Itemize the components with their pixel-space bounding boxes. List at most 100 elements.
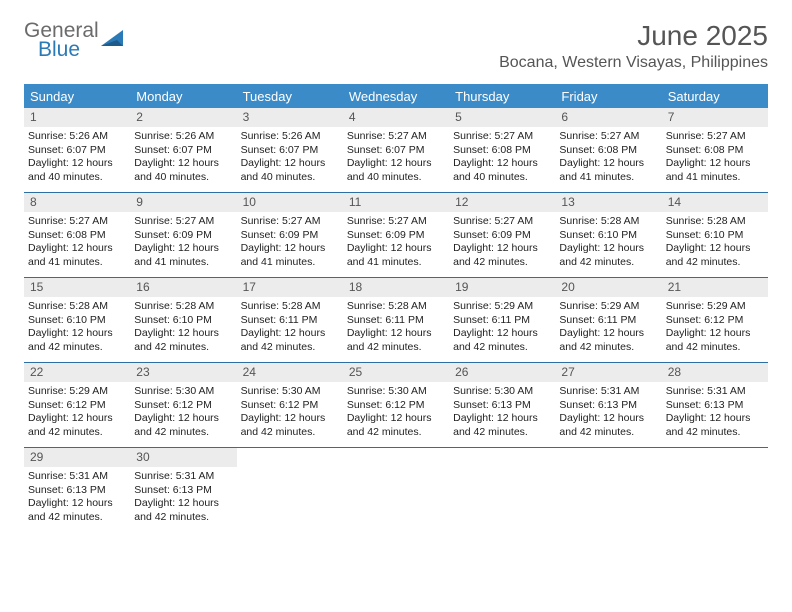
daylight-line: Daylight: 12 hours and 42 minutes.	[666, 327, 764, 354]
sunrise-line: Sunrise: 5:28 AM	[134, 300, 232, 313]
day-details: Sunrise: 5:27 AMSunset: 6:09 PMDaylight:…	[134, 215, 232, 269]
day-details: Sunrise: 5:28 AMSunset: 6:11 PMDaylight:…	[241, 300, 339, 354]
sunrise-line: Sunrise: 5:31 AM	[28, 470, 126, 483]
sunset-line: Sunset: 6:13 PM	[666, 399, 764, 412]
day-number: 7	[662, 108, 768, 127]
day-cell-empty	[662, 448, 768, 532]
calendar-grid: Sunday Monday Tuesday Wednesday Thursday…	[24, 84, 768, 532]
day-cell: 28 Sunrise: 5:31 AMSunset: 6:13 PMDayligh…	[662, 363, 768, 447]
day-cell: 23Sunrise: 5:30 AMSunset: 6:12 PMDayligh…	[130, 363, 236, 447]
day-number: 28	[662, 363, 768, 382]
sunrise-line: Sunrise: 5:28 AM	[347, 300, 445, 313]
day-details: Sunrise: 5:27 AMSunset: 6:08 PMDaylight:…	[28, 215, 126, 269]
day-cell: 2Sunrise: 5:26 AMSunset: 6:07 PMDaylight…	[130, 108, 236, 192]
day-number: 2	[130, 108, 236, 127]
day-details: Sunrise: 5:31 AMSunset: 6:13 PMDaylight:…	[134, 470, 232, 524]
week-row: 15Sunrise: 5:28 AMSunset: 6:10 PMDayligh…	[24, 277, 768, 362]
day-cell: 24 Sunrise: 5:30 AMSunset: 6:12 PMDayligh…	[237, 363, 343, 447]
sunset-line: Sunset: 6:13 PM	[28, 484, 126, 497]
sunset-line: Sunset: 6:12 PM	[241, 399, 339, 412]
sunset-line: Sunset: 6:07 PM	[241, 144, 339, 157]
sunset-line: Sunset: 6:10 PM	[134, 314, 232, 327]
daylight-line: Daylight: 12 hours and 42 minutes.	[559, 327, 657, 354]
day-details: Sunrise: 5:29 AMSunset: 6:12 PMDaylight:…	[28, 385, 126, 439]
daylight-line: Daylight: 12 hours and 42 minutes.	[559, 412, 657, 439]
day-details: Sunrise: 5:27 AMSunset: 6:08 PMDaylight:…	[559, 130, 657, 184]
day-number: 19	[449, 278, 555, 297]
sunset-line: Sunset: 6:12 PM	[666, 314, 764, 327]
day-number: 25	[343, 363, 449, 382]
month-title: June 2025	[499, 20, 768, 52]
week-row: 22Sunrise: 5:29 AMSunset: 6:12 PMDayligh…	[24, 362, 768, 447]
sunset-line: Sunset: 6:10 PM	[28, 314, 126, 327]
day-cell-empty	[237, 448, 343, 532]
logo: General Blue	[24, 20, 127, 60]
day-details: Sunrise: 5:27 AMSunset: 6:09 PMDaylight:…	[241, 215, 339, 269]
day-cell: 29 Sunrise: 5:31 AMSunset: 6:13 PMDayligh…	[24, 448, 130, 532]
daylight-line: Daylight: 12 hours and 42 minutes.	[453, 242, 551, 269]
day-header-mon: Monday	[130, 84, 236, 108]
day-number: 18	[343, 278, 449, 297]
sunrise-line: Sunrise: 5:27 AM	[559, 130, 657, 143]
sunset-line: Sunset: 6:09 PM	[453, 229, 551, 242]
day-details: Sunrise: 5:30 AMSunset: 6:12 PMDaylight:…	[241, 385, 339, 439]
day-details: Sunrise: 5:28 AMSunset: 6:10 PMDaylight:…	[134, 300, 232, 354]
sunset-line: Sunset: 6:12 PM	[28, 399, 126, 412]
logo-word2: Blue	[38, 39, 99, 60]
sunrise-line: Sunrise: 5:29 AM	[666, 300, 764, 313]
sunrise-line: Sunrise: 5:30 AM	[347, 385, 445, 398]
day-details: Sunrise: 5:31 AMSunset: 6:13 PMDaylight:…	[666, 385, 764, 439]
day-cell: 8Sunrise: 5:27 AMSunset: 6:08 PMDaylight…	[24, 193, 130, 277]
day-number: 5	[449, 108, 555, 127]
day-details: Sunrise: 5:30 AMSunset: 6:13 PMDaylight:…	[453, 385, 551, 439]
day-number: 24	[237, 363, 343, 382]
sunset-line: Sunset: 6:12 PM	[347, 399, 445, 412]
day-number: 29	[24, 448, 130, 467]
sunset-line: Sunset: 6:07 PM	[347, 144, 445, 157]
sunset-line: Sunset: 6:09 PM	[347, 229, 445, 242]
day-details: Sunrise: 5:29 AMSunset: 6:11 PMDaylight:…	[453, 300, 551, 354]
day-details: Sunrise: 5:27 AMSunset: 6:09 PMDaylight:…	[453, 215, 551, 269]
sunrise-line: Sunrise: 5:27 AM	[241, 215, 339, 228]
daylight-line: Daylight: 12 hours and 42 minutes.	[28, 497, 126, 524]
logo-text-block: General Blue	[24, 20, 99, 60]
sunset-line: Sunset: 6:11 PM	[559, 314, 657, 327]
day-header-sat: Saturday	[662, 84, 768, 108]
daylight-line: Daylight: 12 hours and 42 minutes.	[28, 412, 126, 439]
day-cell: 14Sunrise: 5:28 AMSunset: 6:10 PMDayligh…	[662, 193, 768, 277]
day-header-sun: Sunday	[24, 84, 130, 108]
day-cell: 12Sunrise: 5:27 AMSunset: 6:09 PMDayligh…	[449, 193, 555, 277]
sunset-line: Sunset: 6:07 PM	[134, 144, 232, 157]
day-number: 21	[662, 278, 768, 297]
sunrise-line: Sunrise: 5:27 AM	[347, 130, 445, 143]
location-text: Bocana, Western Visayas, Philippines	[499, 54, 768, 72]
day-number: 9	[130, 193, 236, 212]
day-header-wed: Wednesday	[343, 84, 449, 108]
day-details: Sunrise: 5:30 AMSunset: 6:12 PMDaylight:…	[134, 385, 232, 439]
daylight-line: Daylight: 12 hours and 42 minutes.	[28, 327, 126, 354]
day-cell: 15Sunrise: 5:28 AMSunset: 6:10 PMDayligh…	[24, 278, 130, 362]
daylight-line: Daylight: 12 hours and 42 minutes.	[347, 412, 445, 439]
daylight-line: Daylight: 12 hours and 41 minutes.	[241, 242, 339, 269]
sunset-line: Sunset: 6:10 PM	[666, 229, 764, 242]
day-details: Sunrise: 5:27 AMSunset: 6:08 PMDaylight:…	[666, 130, 764, 184]
sunset-line: Sunset: 6:11 PM	[241, 314, 339, 327]
sunrise-line: Sunrise: 5:27 AM	[347, 215, 445, 228]
sunset-line: Sunset: 6:12 PM	[134, 399, 232, 412]
sunrise-line: Sunrise: 5:28 AM	[241, 300, 339, 313]
day-details: Sunrise: 5:31 AMSunset: 6:13 PMDaylight:…	[28, 470, 126, 524]
day-number: 6	[555, 108, 661, 127]
day-header-row: Sunday Monday Tuesday Wednesday Thursday…	[24, 84, 768, 108]
day-number: 11	[343, 193, 449, 212]
day-number: 17	[237, 278, 343, 297]
day-number: 27	[555, 363, 661, 382]
daylight-line: Daylight: 12 hours and 40 minutes.	[347, 157, 445, 184]
week-row: 29Sunrise: 5:31 AMSunset: 6:13 PMDayligh…	[24, 447, 768, 532]
daylight-line: Daylight: 12 hours and 40 minutes.	[241, 157, 339, 184]
day-details: Sunrise: 5:26 AMSunset: 6:07 PMDaylight:…	[28, 130, 126, 184]
sunset-line: Sunset: 6:08 PM	[453, 144, 551, 157]
daylight-line: Daylight: 12 hours and 40 minutes.	[453, 157, 551, 184]
sunrise-line: Sunrise: 5:27 AM	[453, 215, 551, 228]
day-cell: 27Sunrise: 5:31 AMSunset: 6:13 PMDayligh…	[555, 363, 661, 447]
day-cell: 26Sunrise: 5:30 AMSunset: 6:13 PMDayligh…	[449, 363, 555, 447]
